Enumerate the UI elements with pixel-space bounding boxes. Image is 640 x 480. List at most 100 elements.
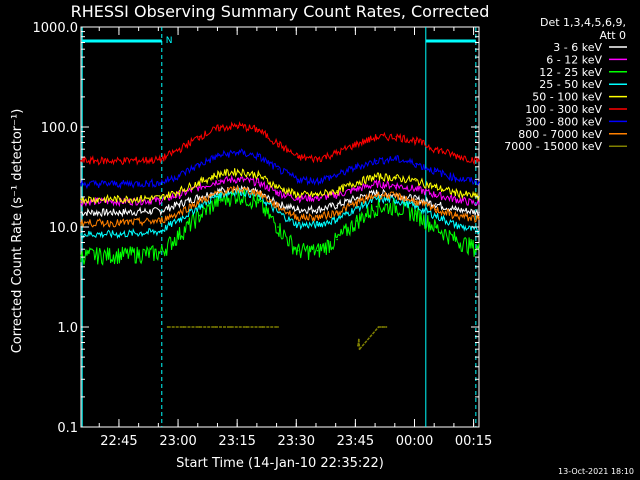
series-7 — [80, 148, 480, 190]
data-point — [178, 190, 181, 192]
x-tick-label: 23:15 — [218, 434, 255, 449]
legend-entry-label: 300 - 800 keV — [525, 115, 602, 128]
data-point — [296, 193, 299, 196]
data-point — [356, 165, 358, 168]
data-point — [119, 233, 122, 235]
y-tick-label: 10.0 — [49, 221, 78, 236]
data-point — [395, 158, 398, 160]
data-point — [178, 218, 181, 220]
data-point — [159, 158, 161, 161]
series-line — [80, 189, 480, 266]
data-point — [159, 210, 161, 212]
legend-entry-label: 25 - 50 keV — [539, 78, 602, 91]
data-point — [454, 238, 457, 241]
data-point — [316, 224, 319, 226]
night-label: N — [166, 36, 173, 46]
data-point — [454, 198, 457, 200]
data-point — [277, 168, 279, 170]
series-segment — [359, 326, 380, 350]
data-point — [198, 200, 201, 203]
data-point — [80, 211, 82, 214]
data-point — [229, 326, 232, 328]
data-point — [257, 155, 260, 158]
series-segment — [358, 339, 361, 350]
data-point — [454, 214, 457, 217]
data-point — [198, 196, 201, 198]
data-point — [385, 326, 388, 328]
data-point — [80, 233, 82, 235]
x-tick-label: 00:15 — [455, 434, 492, 449]
legend-entry-label: 800 - 7000 keV — [518, 128, 602, 141]
data-point — [218, 193, 220, 196]
data-point — [159, 199, 161, 202]
data-point — [356, 220, 358, 222]
data-point — [336, 218, 338, 220]
data-point — [356, 188, 358, 190]
data-point — [178, 203, 181, 205]
data-point — [356, 142, 358, 145]
legend-entry-label: 12 - 25 keV — [539, 66, 602, 79]
data-point — [395, 195, 398, 197]
data-point — [182, 326, 185, 328]
data-point — [375, 191, 378, 194]
chart-title: RHESSI Observing Summary Count Rates, Co… — [71, 2, 490, 21]
data-point — [395, 177, 398, 179]
legend-entry-label: 7000 - 15000 keV — [504, 140, 602, 153]
data-point — [296, 208, 299, 211]
data-point — [159, 252, 161, 254]
data-point — [198, 135, 201, 138]
y-tick-label: 1.0 — [57, 321, 78, 336]
series-6 — [80, 121, 480, 166]
data-point — [395, 199, 398, 202]
data-point — [336, 211, 338, 214]
data-point — [316, 158, 319, 160]
data-point — [454, 208, 457, 211]
legend-entry-label: 50 - 100 keV — [532, 91, 602, 104]
data-point — [316, 197, 319, 199]
data-point — [198, 186, 201, 189]
data-point — [434, 170, 437, 173]
data-point — [80, 198, 82, 200]
x-axis-label: Start Time (14-Jan-10 22:35:22) — [176, 456, 384, 471]
data-point — [198, 181, 201, 184]
data-point — [336, 190, 338, 192]
data-point — [454, 191, 457, 194]
data-point — [296, 216, 299, 219]
data-point — [166, 326, 169, 328]
data-point — [336, 174, 338, 176]
data-point — [159, 220, 161, 222]
data-point — [261, 326, 264, 328]
data-point — [80, 254, 82, 257]
data-point — [375, 205, 378, 208]
x-tick-label: 00:00 — [396, 434, 433, 449]
data-point — [336, 204, 338, 207]
data-point — [415, 179, 417, 182]
data-point — [434, 226, 437, 228]
data-point — [80, 222, 82, 224]
y-axis: 1000.0 100.0 10.0 1.0 0.1 — [33, 21, 479, 436]
data-point — [454, 154, 457, 157]
data-point — [375, 159, 378, 162]
x-tick-label: 22:45 — [100, 434, 137, 449]
data-point — [375, 198, 378, 200]
data-point — [159, 182, 161, 184]
data-point — [375, 136, 378, 139]
data-point — [178, 148, 181, 150]
data-point — [356, 197, 358, 199]
y-tick-label: 100.0 — [41, 121, 78, 136]
data-point — [478, 211, 480, 214]
footer-timestamp: 13-Oct-2021 18:10 — [558, 467, 634, 476]
plot-area: N — [80, 26, 480, 428]
data-point — [375, 175, 378, 178]
series-line — [80, 187, 480, 239]
data-point — [119, 211, 122, 214]
data-point — [415, 213, 417, 215]
data-point — [415, 198, 417, 200]
data-point — [356, 207, 358, 209]
data-point — [214, 326, 216, 328]
data-point — [478, 218, 480, 220]
data-point — [434, 193, 437, 196]
series-line — [80, 184, 480, 228]
data-point — [415, 200, 417, 203]
